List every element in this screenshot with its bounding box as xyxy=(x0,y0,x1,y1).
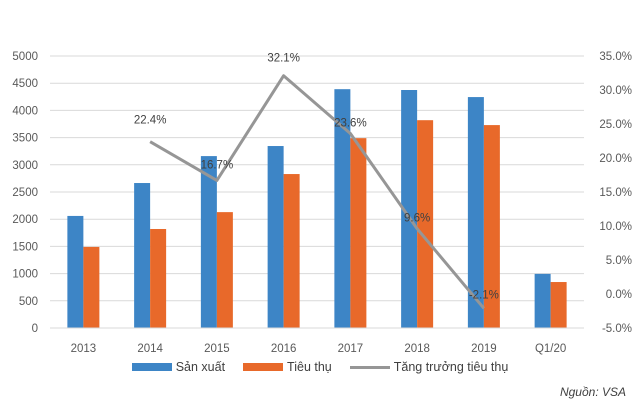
legend-item-growth: Tăng trưởng tiêu thụ xyxy=(349,360,509,374)
growth-data-label: 23.6% xyxy=(334,118,367,130)
y-tick-label: 2500 xyxy=(12,187,38,199)
y2-tick-label: 30.0% xyxy=(599,85,632,97)
y2-tick-label: 5.0% xyxy=(606,255,632,267)
x-tick-label: 2018 xyxy=(404,343,430,355)
y-tick-label: 0 xyxy=(32,323,38,335)
y-tick-label: 3000 xyxy=(12,160,38,172)
bar-consumption xyxy=(550,282,567,328)
bar-consumption xyxy=(283,174,300,328)
legend-label-production: Sản xuất xyxy=(175,360,226,374)
growth-data-label: 32.1% xyxy=(267,53,300,65)
y-tick-label: 1500 xyxy=(12,241,38,253)
y-tick-label: 500 xyxy=(19,296,38,308)
right-y-axis: -5.0% 0.0% 5.0% 10.0% 15.0% 20.0% 25.0% 30.0% 35… xyxy=(599,51,632,335)
bar-consumption xyxy=(150,228,167,328)
y-tick-label: 3500 xyxy=(12,133,38,145)
source-note: Nguồn: VSA xyxy=(559,385,626,399)
bar-consumption xyxy=(417,120,434,328)
legend-swatch-consumption xyxy=(243,363,284,371)
bar-production xyxy=(134,183,151,328)
bar-production xyxy=(467,97,484,329)
growth-data-label: 16.7% xyxy=(201,159,234,171)
y-tick-label: 5000 xyxy=(12,51,38,63)
x-tick-label: 2015 xyxy=(204,343,230,355)
bar-production xyxy=(334,89,351,329)
left-y-axis: 0 500 1000 1500 2000 2500 3000 3500 4000 4500 5000 xyxy=(12,51,38,335)
bar-production xyxy=(534,273,551,328)
legend-item-consumption: Tiêu thụ xyxy=(243,360,332,374)
x-tick-label: 2013 xyxy=(71,343,97,355)
y2-tick-label: 20.0% xyxy=(599,153,632,165)
x-tick-label: Q1/20 xyxy=(535,343,566,355)
bar-series xyxy=(67,89,567,329)
legend-label-growth: Tăng trưởng tiêu thụ xyxy=(393,360,509,374)
x-tick-label: 2019 xyxy=(471,343,497,355)
legend-swatch-growth xyxy=(349,365,390,369)
y2-tick-label: 25.0% xyxy=(599,119,632,131)
bar-production xyxy=(67,215,84,328)
bar-production xyxy=(401,90,418,328)
y-tick-label: 4500 xyxy=(12,78,38,90)
y2-tick-label: 15.0% xyxy=(599,187,632,199)
bar-consumption xyxy=(350,138,367,328)
legend-label-consumption: Tiêu thụ xyxy=(287,360,332,374)
x-axis: 2013 2014 2015 2016 2017 2018 2019 Q1/20 xyxy=(50,327,584,355)
growth-line xyxy=(149,74,486,310)
bar-consumption xyxy=(216,212,233,328)
y2-tick-label: 35.0% xyxy=(599,51,632,63)
x-tick-label: 2014 xyxy=(137,343,163,355)
y2-tick-label: 0.0% xyxy=(606,289,632,301)
legend-item-production: Sản xuất xyxy=(131,360,226,374)
y2-tick-label: 10.0% xyxy=(599,221,632,233)
growth-data-label: -2.1% xyxy=(469,289,499,301)
bar-consumption xyxy=(83,246,100,328)
y2-tick-label: -5.0% xyxy=(602,323,632,335)
x-tick-label: 2017 xyxy=(338,343,364,355)
bar-production xyxy=(200,156,217,328)
y-tick-label: 4000 xyxy=(12,105,38,117)
gridlines xyxy=(50,55,584,329)
bar-production xyxy=(267,146,284,328)
bar-consumption xyxy=(483,125,500,328)
growth-data-label: 22.4% xyxy=(134,115,167,127)
y-tick-label: 1000 xyxy=(12,269,38,281)
growth-data-label: 9.6% xyxy=(404,213,430,225)
legend: Sản xuất Tiêu thụ Tăng trưởng tiêu thụ xyxy=(0,360,640,374)
legend-swatch-production xyxy=(131,363,172,371)
y-tick-label: 2000 xyxy=(12,214,38,226)
growth-line-series xyxy=(149,74,486,310)
data-labels: 22.4% 16.7% 32.1% 23.6% 9.6% -2.1% xyxy=(134,53,499,302)
x-tick-label: 2016 xyxy=(271,343,297,355)
